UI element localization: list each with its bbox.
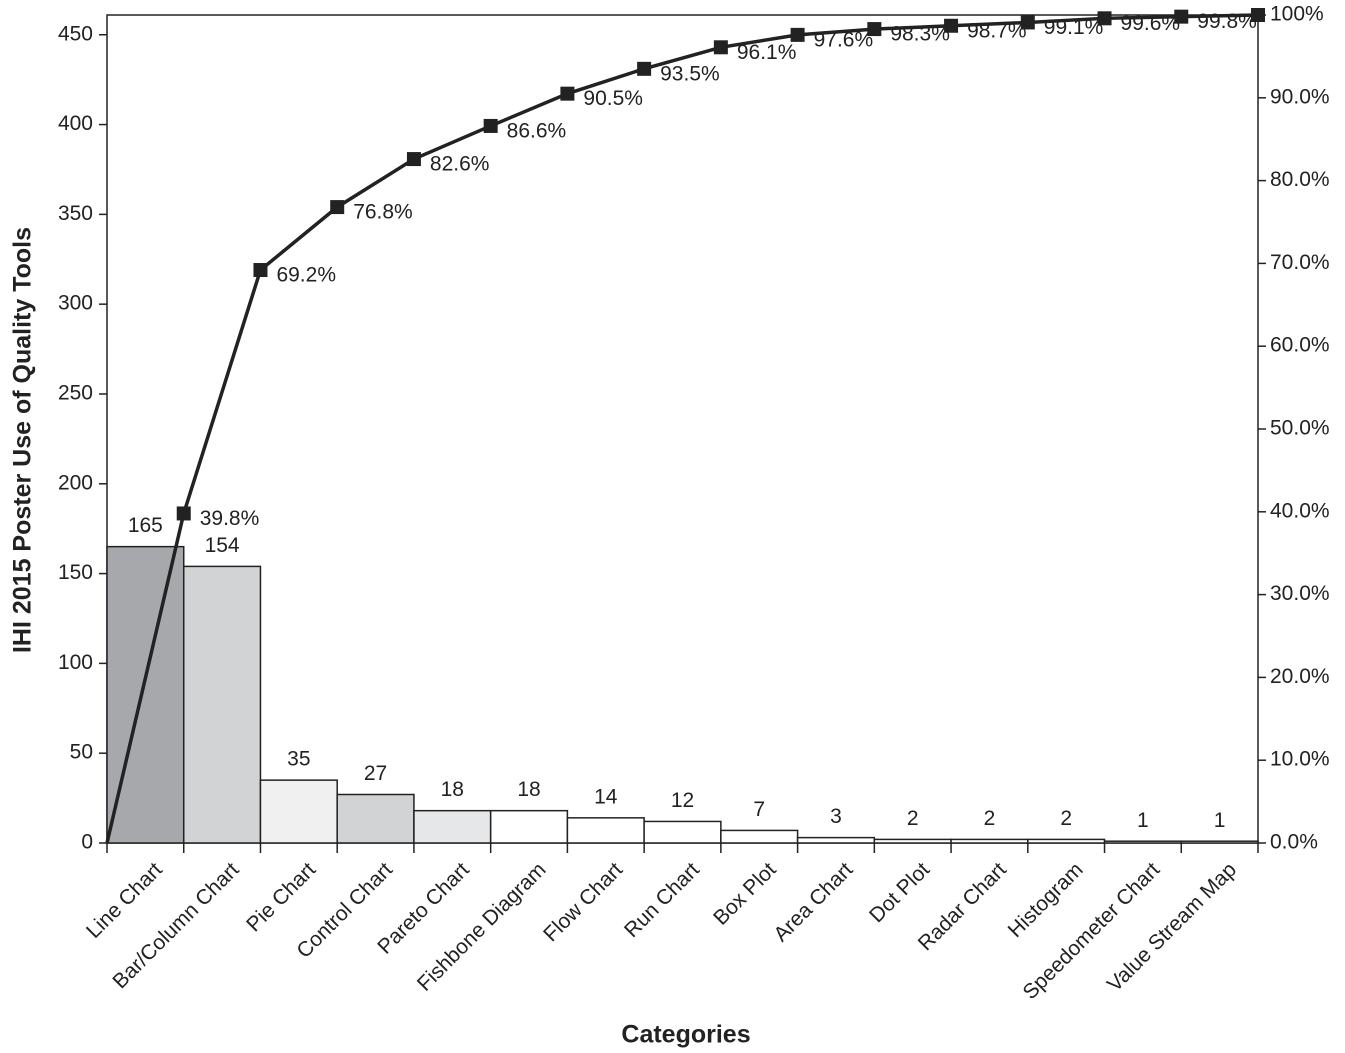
y-tick-label: 200 bbox=[58, 471, 93, 494]
bar bbox=[643, 820, 722, 844]
cumulative-marker bbox=[1097, 11, 1112, 26]
y-axis-title: IHI 2015 Poster Use of Quality Tools bbox=[9, 227, 37, 653]
cumulative-marker bbox=[406, 152, 421, 167]
bar-value-label: 27 bbox=[364, 762, 387, 785]
y2-tick-label: 70.0% bbox=[1270, 251, 1330, 274]
y2-tick-label: 90.0% bbox=[1270, 85, 1330, 108]
cumulative-label: 86.6% bbox=[507, 119, 567, 142]
bar-value-label: 18 bbox=[517, 778, 540, 801]
bar-value-label: 154 bbox=[205, 534, 240, 557]
x-tick-label: Fishbone Diagram bbox=[413, 858, 551, 996]
cumulative-marker bbox=[560, 86, 575, 101]
bar bbox=[1180, 840, 1259, 844]
cumulative-label: 82.6% bbox=[430, 153, 490, 176]
bar bbox=[413, 809, 492, 844]
cumulative-marker bbox=[944, 18, 959, 33]
x-tick-label: Value Stream Map bbox=[1103, 858, 1241, 996]
bar bbox=[796, 836, 876, 844]
x-tick-label: Histogram bbox=[1004, 858, 1088, 942]
cumulative-label: 69.2% bbox=[276, 264, 336, 287]
y-tick-label: 350 bbox=[58, 202, 93, 225]
bar bbox=[182, 565, 262, 844]
cumulative-marker bbox=[637, 61, 652, 76]
cumulative-marker bbox=[176, 506, 191, 521]
bar bbox=[1103, 840, 1183, 844]
bar-value-label: 35 bbox=[287, 748, 310, 771]
bar bbox=[1027, 838, 1106, 844]
cumulative-label: 98.3% bbox=[890, 23, 950, 46]
cumulative-marker bbox=[483, 118, 498, 133]
y-tick-label: 0 bbox=[81, 831, 93, 854]
bar bbox=[566, 817, 645, 844]
bar-value-label: 2 bbox=[1060, 807, 1072, 830]
cumulative-marker bbox=[867, 22, 882, 37]
y2-tick-label: 20.0% bbox=[1270, 665, 1330, 688]
cumulative-marker bbox=[713, 40, 728, 55]
cumulative-label: 97.6% bbox=[814, 28, 874, 51]
y-tick-label: 150 bbox=[58, 561, 93, 584]
cumulative-label: 76.8% bbox=[353, 201, 413, 224]
y2-tick-label: 0.0% bbox=[1270, 831, 1318, 854]
bar bbox=[489, 809, 569, 844]
bar-value-label: 18 bbox=[441, 778, 464, 801]
x-tick-label: Pie Chart bbox=[242, 858, 320, 936]
bar-value-label: 165 bbox=[128, 514, 163, 537]
y-tick-label: 100 bbox=[58, 651, 93, 674]
bar-value-label: 1 bbox=[1137, 809, 1149, 832]
x-tick-label: Run Chart bbox=[620, 858, 704, 942]
cumulative-line bbox=[105, 13, 1259, 844]
bar bbox=[720, 829, 799, 844]
cumulative-marker bbox=[1174, 9, 1189, 24]
bar bbox=[336, 793, 415, 844]
cumulative-label: 99.1% bbox=[1044, 16, 1104, 39]
x-tick-label: Dot Plot bbox=[865, 858, 934, 927]
x-tick-label: Speedometer Chart bbox=[1018, 858, 1164, 1004]
cumulative-marker bbox=[1020, 15, 1035, 30]
bar-value-label: 12 bbox=[671, 789, 694, 812]
y-tick-label: 300 bbox=[58, 292, 93, 315]
bar-value-label: 1 bbox=[1214, 809, 1226, 832]
bar-value-label: 14 bbox=[594, 785, 618, 808]
cumulative-marker bbox=[253, 263, 268, 278]
x-tick-label: Bar/Column Chart bbox=[108, 858, 243, 993]
y2-tick-label: 10.0% bbox=[1270, 748, 1330, 771]
cumulative-marker bbox=[330, 200, 345, 215]
x-tick-label: Area Chart bbox=[769, 858, 857, 946]
bar bbox=[950, 838, 1029, 844]
y-tick-label: 50 bbox=[70, 741, 93, 764]
cumulative-label: 90.5% bbox=[583, 87, 643, 110]
y2-tick-label: 50.0% bbox=[1270, 417, 1330, 440]
x-tick-label: Box Plot bbox=[709, 858, 781, 930]
y2-tick-label: 100% bbox=[1270, 3, 1324, 26]
y2-tick-label: 30.0% bbox=[1270, 582, 1330, 605]
cumulative-label: 39.8% bbox=[200, 507, 260, 530]
cumulative-label: 99.8% bbox=[1197, 10, 1257, 33]
cumulative-label: 99.6% bbox=[1121, 12, 1181, 35]
bar-value-label: 2 bbox=[907, 807, 919, 830]
bar bbox=[259, 779, 338, 844]
cumulative-label: 93.5% bbox=[660, 62, 720, 85]
y-tick-label: 450 bbox=[58, 22, 93, 45]
bar-value-label: 3 bbox=[830, 805, 842, 828]
bar-value-label: 7 bbox=[753, 798, 765, 821]
y2-tick-label: 60.0% bbox=[1270, 334, 1330, 357]
y-tick-label: 400 bbox=[58, 112, 93, 135]
cumulative-marker bbox=[790, 27, 805, 42]
x-tick-label: Flow Chart bbox=[539, 858, 627, 946]
y2-tick-label: 40.0% bbox=[1270, 499, 1330, 522]
x-axis-title: Categories bbox=[621, 1021, 750, 1049]
plot-frame bbox=[106, 14, 1259, 844]
cumulative-label: 98.7% bbox=[967, 19, 1027, 42]
cumulative-label: 96.1% bbox=[737, 41, 797, 64]
bar-value-label: 2 bbox=[984, 807, 996, 830]
y2-tick-label: 80.0% bbox=[1270, 168, 1330, 191]
bar bbox=[873, 838, 952, 844]
y-tick-label: 250 bbox=[58, 382, 93, 405]
